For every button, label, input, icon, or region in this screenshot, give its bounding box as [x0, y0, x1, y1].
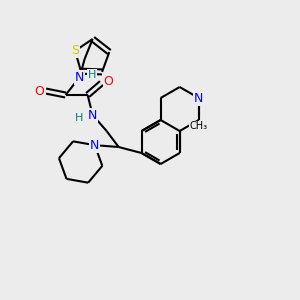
Text: O: O [35, 85, 45, 98]
Text: N: N [90, 139, 100, 152]
Text: CH₃: CH₃ [190, 121, 208, 131]
Text: N: N [194, 92, 203, 104]
Text: O: O [104, 74, 114, 88]
Text: H: H [87, 70, 96, 80]
Text: N: N [75, 70, 84, 83]
Text: N: N [88, 109, 97, 122]
Text: S: S [71, 44, 79, 57]
Text: H: H [74, 113, 83, 123]
